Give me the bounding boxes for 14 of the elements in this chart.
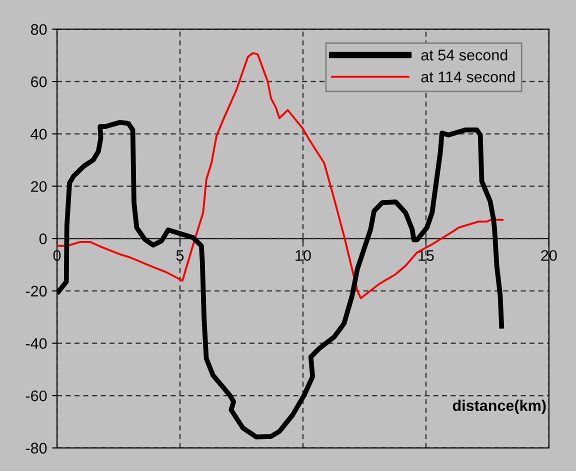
x-tick-label: 10 [296,250,311,261]
y-tick-label: 80 [30,24,47,35]
y-tick-label: -40 [26,338,47,349]
y-tick-label: -20 [26,286,47,297]
y-tick-label: 0 [39,233,47,244]
legend-label: at 114 second [421,71,515,82]
y-tick-label: 20 [31,181,47,192]
y-tick-label: -60 [26,390,47,402]
x-tick-label: 15 [418,250,434,261]
legend-label: at 54 second [421,49,508,60]
y-tick-label: -80 [26,442,47,454]
y-tick-label: 40 [30,128,47,140]
x-axis-title: distance(km) [452,400,546,414]
y-tick-label: 60 [31,76,47,88]
